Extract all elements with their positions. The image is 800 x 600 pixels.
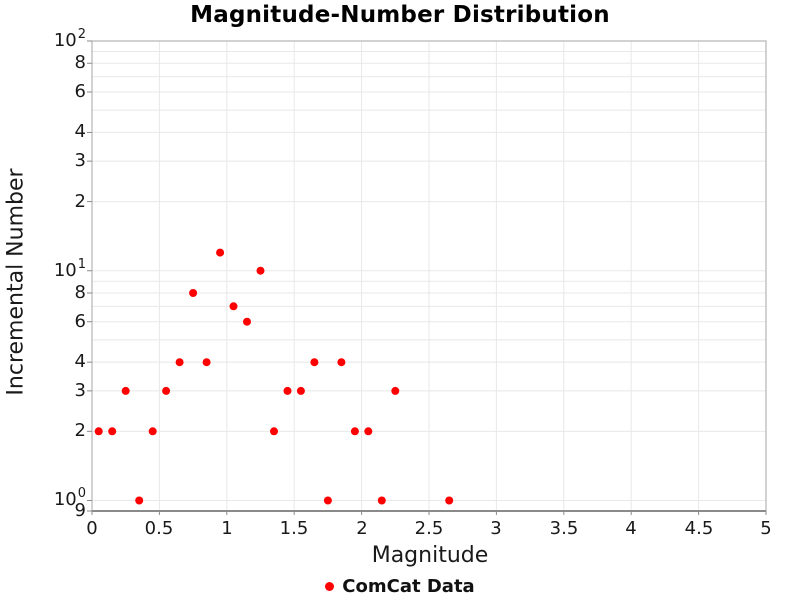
x-tick-label: 0.5: [144, 518, 174, 539]
y-tick-label-minor: 3: [74, 380, 86, 401]
y-tick-label-major: 102: [53, 27, 86, 51]
data-point: [445, 496, 454, 505]
y-tick-label-minor: 6: [74, 81, 86, 102]
y-tick-label-minor: 9: [74, 500, 86, 521]
data-point: [202, 358, 211, 367]
data-point: [270, 427, 278, 436]
data-point: [148, 427, 157, 436]
y-tick-label-major: 100: [53, 486, 86, 510]
x-tick-label: 1: [221, 518, 233, 539]
x-tick-label: 2.5: [414, 518, 444, 539]
data-point: [296, 386, 305, 395]
data-point: [175, 358, 184, 367]
x-tick-label: 0: [86, 518, 98, 539]
data-point: [323, 496, 332, 505]
data-point: [310, 358, 319, 367]
data-point: [337, 358, 346, 367]
y-tick-label-minor: 2: [74, 420, 86, 441]
data-point: [256, 266, 265, 275]
x-tick-label: 1.5: [279, 518, 309, 539]
x-tick-label: 3: [490, 518, 502, 539]
y-tick-label-major: 101: [53, 257, 86, 281]
x-tick-label: 5: [760, 518, 772, 539]
legend-circle-marker-icon: [325, 582, 335, 591]
chart-title: Magnitude-Number Distribution: [190, 2, 610, 28]
data-point: [243, 317, 251, 326]
data-point: [121, 386, 130, 395]
data-point: [162, 386, 171, 395]
data-point: [94, 427, 103, 436]
y-tick-label-minor: 4: [74, 351, 86, 372]
y-tick-label-minor: 8: [74, 282, 86, 303]
data-point: [189, 289, 198, 297]
y-tick-label-minor: 3: [74, 150, 86, 171]
legend-series-label: ComCat Data: [342, 576, 475, 597]
data-point: [377, 496, 386, 505]
data-point: [283, 386, 292, 395]
x-axis-title: Magnitude: [371, 543, 489, 568]
x-tick-label: 4.5: [684, 518, 714, 539]
x-tick-label: 2: [356, 518, 368, 539]
data-point: [391, 386, 400, 395]
data-point: [216, 248, 225, 257]
data-point: [350, 427, 359, 436]
x-tick-label: 3.5: [549, 518, 579, 539]
legend: ComCat Data: [0, 576, 800, 597]
y-tick-label-minor: 6: [74, 311, 86, 332]
data-point: [135, 496, 144, 505]
x-tick-label: 4: [625, 518, 637, 539]
y-tick-label-minor: 4: [74, 121, 86, 142]
data-point: [108, 427, 117, 436]
data-point: [229, 302, 238, 311]
data-point: [364, 427, 373, 436]
y-tick-label-minor: 8: [74, 52, 86, 73]
y-tick-label-minor: 2: [74, 191, 86, 212]
